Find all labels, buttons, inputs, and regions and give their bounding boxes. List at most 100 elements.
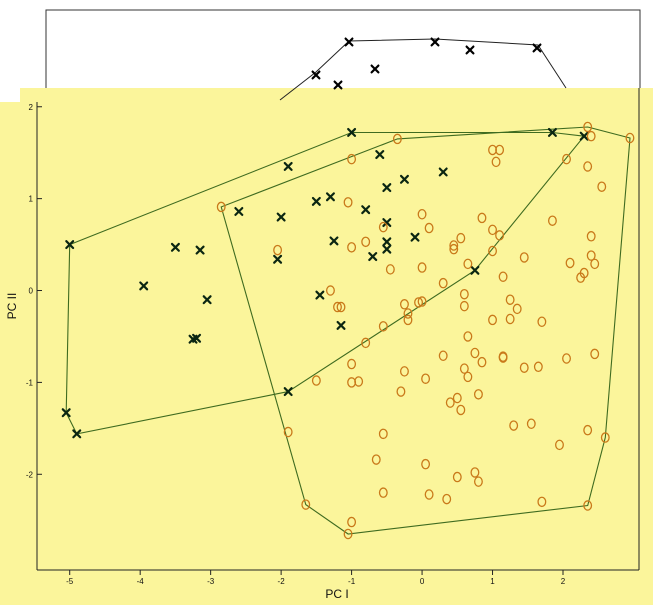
- circle-point: [424, 489, 434, 500]
- circle-point: [403, 308, 413, 319]
- white-corner-patch: [0, 88, 20, 102]
- circle-point: [399, 299, 409, 310]
- cross-point: [368, 252, 378, 262]
- y-tick-label: -1: [26, 378, 34, 387]
- circle-point: [417, 296, 427, 307]
- circle-point: [488, 245, 497, 257]
- cross-point: [325, 192, 335, 202]
- circle-point: [452, 471, 462, 483]
- cross-point: [382, 183, 392, 193]
- circle-point: [512, 303, 522, 315]
- circle-point: [488, 314, 497, 326]
- cross-point: [202, 295, 212, 305]
- circle-point: [399, 366, 409, 377]
- circle-point: [333, 301, 342, 313]
- circle-point: [491, 156, 501, 168]
- circle-point: [509, 420, 519, 431]
- circle-point: [421, 458, 431, 470]
- cross-stroke: [273, 254, 283, 264]
- x-tick-label: 2: [561, 577, 566, 586]
- cross-stroke: [547, 127, 557, 137]
- cross-point: [273, 254, 283, 264]
- circle-point: [586, 130, 596, 142]
- circle-point: [537, 316, 547, 328]
- circle-point: [547, 215, 557, 226]
- circle-point: [498, 271, 508, 282]
- cross-point: [382, 237, 392, 247]
- circle-point: [456, 404, 466, 416]
- circle-point: [625, 132, 635, 144]
- data-points: [61, 121, 635, 540]
- circle-point: [417, 262, 427, 273]
- circle-point: [378, 321, 388, 332]
- circle-point: [583, 121, 593, 133]
- cross-point: [410, 232, 420, 242]
- cross-stroke: [325, 192, 335, 202]
- cross-stroke: [283, 161, 293, 171]
- circle-point: [600, 432, 610, 443]
- y-tick-label: -2: [26, 470, 34, 479]
- cross-stroke: [195, 245, 205, 255]
- plot-background: [0, 88, 653, 605]
- circle-point: [473, 476, 483, 487]
- cross-point: [72, 429, 82, 439]
- cross-stroke: [375, 150, 385, 160]
- cross-stroke: [410, 232, 420, 242]
- cross-point: [547, 127, 557, 137]
- x-tick-label: 0: [420, 577, 425, 586]
- circle-point: [477, 356, 487, 368]
- cross-stroke: [72, 429, 82, 439]
- circle-point: [385, 264, 395, 275]
- cross-stroke: [65, 240, 75, 250]
- cross-point: [382, 244, 392, 254]
- circle-point: [583, 161, 593, 172]
- circle-point: [579, 267, 589, 279]
- circle-point: [477, 212, 487, 224]
- circle-point: [343, 528, 353, 540]
- circle-point: [456, 232, 466, 244]
- circle-point: [449, 240, 459, 251]
- circle-point: [586, 231, 596, 242]
- cross-point: [336, 320, 346, 330]
- circle-point: [311, 375, 321, 386]
- circle-point: [361, 337, 371, 349]
- cross-stroke: [382, 237, 392, 247]
- circle-point: [452, 392, 462, 404]
- circle-point: [347, 242, 357, 253]
- cross-stroke: [283, 387, 293, 397]
- cross-point: [315, 290, 325, 300]
- cross-stroke: [234, 207, 244, 217]
- cross-stroke: [139, 281, 149, 291]
- cross-stroke: [382, 218, 392, 228]
- x-tick-label: -2: [278, 577, 286, 586]
- cross-point: [170, 242, 180, 252]
- y-tick-label: 1: [29, 195, 34, 204]
- y-axis-title: PC II: [5, 293, 19, 320]
- circle-point: [473, 389, 483, 400]
- x-axis-title: PC I: [325, 587, 348, 601]
- cross-point: [234, 207, 244, 217]
- cross-point: [382, 218, 392, 228]
- circle-point: [216, 201, 226, 213]
- cross-point: [311, 196, 321, 206]
- circle-point: [498, 352, 508, 363]
- top-cross-stroke: [344, 37, 354, 47]
- cross-stroke: [170, 242, 180, 252]
- circle-point: [343, 197, 353, 208]
- top-cross-stroke: [532, 43, 542, 53]
- circle-point: [392, 133, 402, 145]
- cross-stroke: [336, 320, 346, 330]
- cross-stroke: [382, 183, 392, 193]
- circle-point: [586, 250, 596, 261]
- circle-point: [519, 252, 529, 263]
- cross-stroke: [470, 265, 480, 275]
- circle-point: [583, 424, 593, 436]
- cross-point: [65, 240, 75, 250]
- circle-point: [417, 209, 427, 220]
- circle-point: [442, 493, 452, 505]
- circle-point: [555, 439, 564, 451]
- top-cross-stroke: [333, 80, 343, 90]
- cross-point: [329, 236, 339, 246]
- circle-point: [347, 358, 357, 370]
- cross-stroke: [61, 408, 71, 418]
